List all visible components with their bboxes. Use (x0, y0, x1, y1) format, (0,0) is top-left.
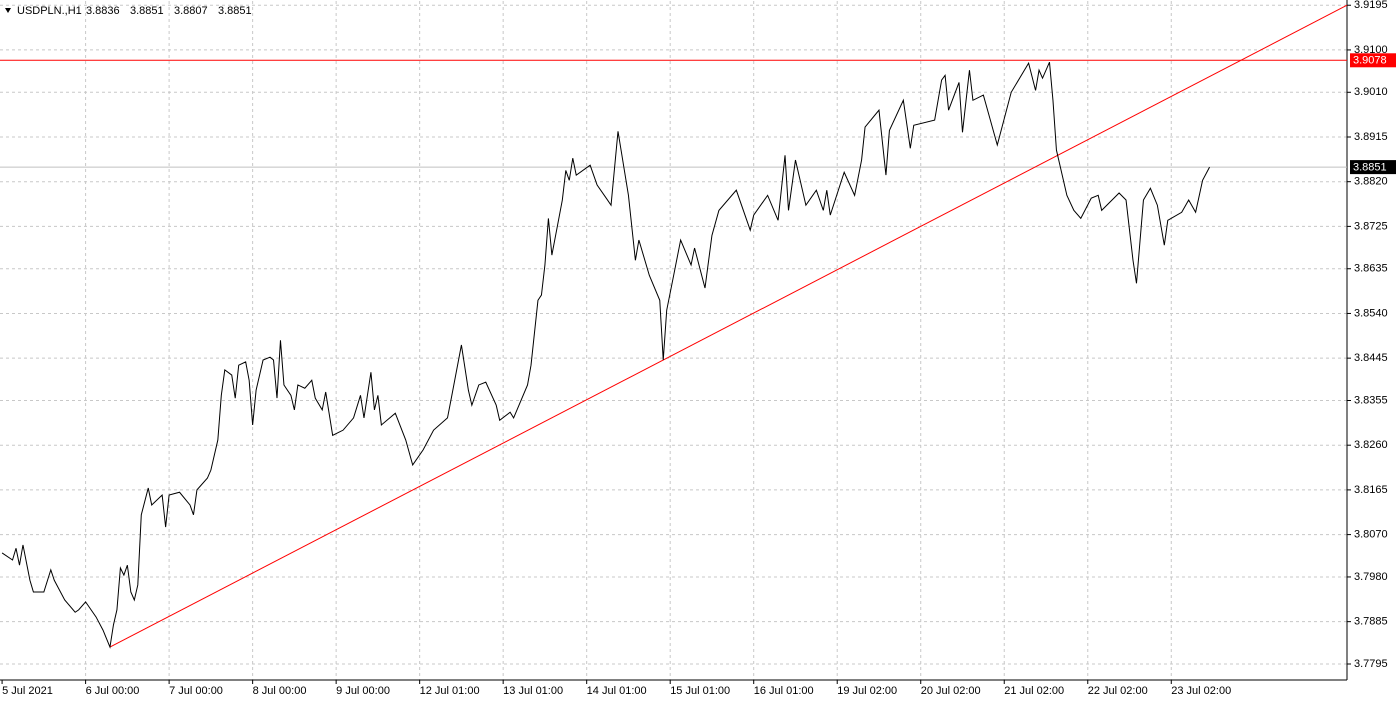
trendline (109, 4, 1348, 648)
x-tick-label: 16 Jul 01:00 (754, 685, 814, 697)
x-tick-label: 5 Jul 2021 (2, 685, 53, 697)
x-tick-label: 22 Jul 02:00 (1088, 685, 1148, 697)
x-tick-label: 21 Jul 02:00 (1004, 685, 1064, 697)
hline-label: 3.9078 (1353, 55, 1387, 67)
price-line-series (1, 61, 1210, 649)
chart-title: USDPLN.,H1 (17, 5, 82, 17)
x-tick-label: 9 Jul 00:00 (336, 685, 390, 697)
x-tick-label: 13 Jul 01:00 (503, 685, 563, 697)
x-tick-label: 6 Jul 00:00 (86, 685, 140, 697)
ohlc-value: 3.8836 (86, 5, 120, 17)
x-tick-label: 8 Jul 00:00 (253, 685, 307, 697)
y-tick-label: 3.7980 (1354, 571, 1388, 583)
y-tick-label: 3.8635 (1354, 263, 1388, 275)
ohlc-value: 3.8851 (218, 5, 252, 17)
y-tick-label: 3.8725 (1354, 220, 1388, 232)
ohlc-value: 3.8807 (174, 5, 208, 17)
y-tick-label: 3.8820 (1354, 176, 1388, 188)
x-tick-label: 20 Jul 02:00 (921, 685, 981, 697)
x-tick-label: 14 Jul 01:00 (587, 685, 647, 697)
y-tick-label: 3.9100 (1354, 44, 1388, 56)
price-label: 3.8851 (1353, 162, 1387, 174)
y-tick-label: 3.8165 (1354, 484, 1388, 496)
y-tick-label: 3.8445 (1354, 352, 1388, 364)
x-tick-label: 23 Jul 02:00 (1171, 685, 1231, 697)
x-tick-label: 7 Jul 00:00 (169, 685, 223, 697)
x-tick-label: 19 Jul 02:00 (837, 685, 897, 697)
x-tick-label: 12 Jul 01:00 (420, 685, 480, 697)
y-tick-label: 3.8070 (1354, 529, 1388, 541)
y-tick-label: 3.9010 (1354, 86, 1388, 98)
x-tick-label: 15 Jul 01:00 (670, 685, 730, 697)
y-tick-label: 3.8540 (1354, 307, 1388, 319)
y-tick-label: 3.8915 (1354, 131, 1388, 143)
y-tick-label: 3.7795 (1354, 658, 1388, 670)
y-tick-label: 3.8260 (1354, 439, 1388, 451)
y-tick-label: 3.7885 (1354, 616, 1388, 628)
ohlc-value: 3.8851 (130, 5, 164, 17)
price-label-box (1350, 160, 1396, 175)
menu-arrow[interactable] (5, 8, 11, 13)
hline-label-box (1350, 53, 1396, 68)
y-tick-label: 3.9195 (1354, 0, 1388, 11)
y-tick-label: 3.8355 (1354, 394, 1388, 406)
